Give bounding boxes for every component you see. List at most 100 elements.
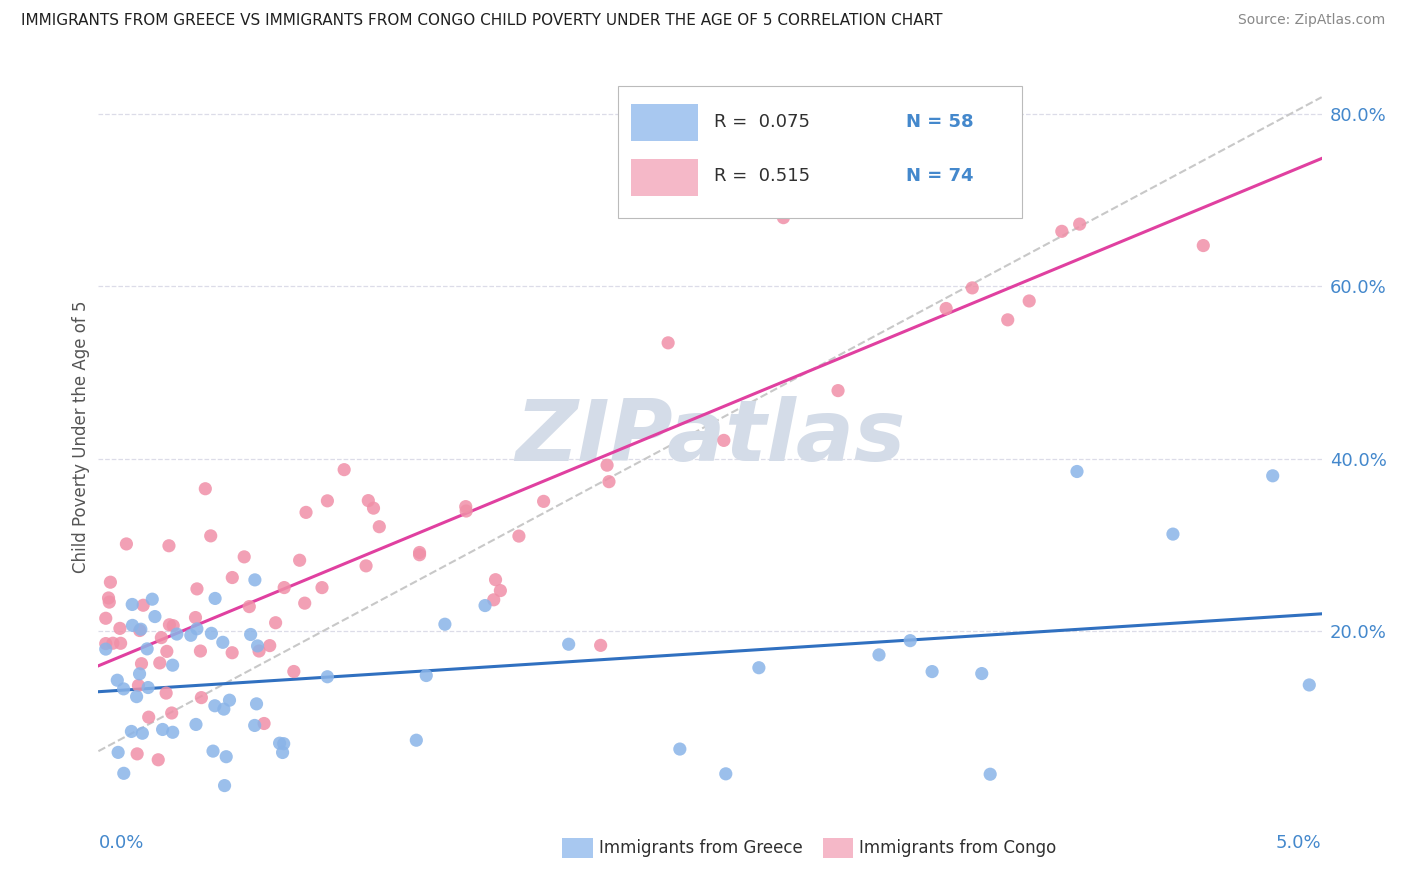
Point <box>186 582 208 596</box>
Point <box>245 697 267 711</box>
Point <box>148 753 170 767</box>
Point <box>294 596 316 610</box>
Point <box>713 434 735 448</box>
Point <box>112 766 135 780</box>
Point <box>149 656 172 670</box>
Point <box>357 493 380 508</box>
Point <box>474 599 496 613</box>
Point <box>748 661 770 675</box>
Point <box>598 475 620 489</box>
Point <box>405 733 427 747</box>
Point <box>273 737 295 751</box>
Point <box>125 690 148 704</box>
Point <box>100 575 122 590</box>
Point <box>131 726 153 740</box>
Point <box>979 767 1001 781</box>
Point <box>150 631 173 645</box>
Point <box>484 573 506 587</box>
Point <box>204 698 226 713</box>
Point <box>508 529 530 543</box>
Point <box>152 723 174 737</box>
Point <box>669 742 692 756</box>
Point <box>714 767 737 781</box>
Point <box>354 558 377 573</box>
FancyBboxPatch shape <box>630 104 697 141</box>
Point <box>772 211 794 225</box>
Point <box>94 642 117 657</box>
Point <box>190 690 212 705</box>
Point <box>970 666 993 681</box>
Point <box>269 736 291 750</box>
Point <box>162 618 184 632</box>
Point <box>489 583 512 598</box>
Point <box>121 618 143 632</box>
Point <box>921 665 943 679</box>
FancyBboxPatch shape <box>619 86 1022 218</box>
Text: N = 74: N = 74 <box>905 167 973 185</box>
Point <box>316 493 339 508</box>
Point <box>202 744 225 758</box>
Point <box>156 644 179 658</box>
Point <box>273 581 295 595</box>
Text: R =  0.515: R = 0.515 <box>714 167 810 185</box>
Point <box>112 681 135 696</box>
Point <box>415 668 437 682</box>
Point <box>456 504 478 518</box>
Text: Immigrants from Congo: Immigrants from Congo <box>859 839 1056 857</box>
Point <box>1161 527 1184 541</box>
Point <box>94 636 117 650</box>
Point <box>97 591 120 605</box>
Point <box>1298 678 1320 692</box>
Point <box>128 624 150 638</box>
Point <box>184 610 207 624</box>
Text: 0.0%: 0.0% <box>98 834 143 852</box>
Point <box>1192 238 1215 252</box>
Point <box>935 301 957 316</box>
Point <box>243 573 266 587</box>
Y-axis label: Child Poverty Under the Age of 5: Child Poverty Under the Age of 5 <box>72 301 90 574</box>
Point <box>221 646 243 660</box>
Point <box>1069 217 1091 231</box>
Point <box>121 598 143 612</box>
Point <box>368 519 391 533</box>
Point <box>127 747 149 761</box>
Point <box>101 636 124 650</box>
Point <box>184 717 207 731</box>
Point <box>1066 465 1088 479</box>
Point <box>155 686 177 700</box>
Point <box>105 673 128 688</box>
Point <box>218 693 240 707</box>
Point <box>211 635 233 649</box>
Point <box>110 636 132 650</box>
Point <box>889 184 911 198</box>
Point <box>243 718 266 732</box>
Point <box>997 313 1019 327</box>
Point <box>157 617 180 632</box>
Point <box>962 281 984 295</box>
Point <box>316 670 339 684</box>
Point <box>295 505 318 519</box>
Point <box>212 702 235 716</box>
Point <box>264 615 287 630</box>
Point <box>180 628 202 642</box>
Point <box>433 617 456 632</box>
Point <box>454 500 477 514</box>
Point <box>131 657 153 671</box>
Point <box>162 725 184 739</box>
Point <box>283 665 305 679</box>
Point <box>136 641 159 656</box>
Point <box>589 638 612 652</box>
Point <box>657 335 679 350</box>
Point <box>127 678 149 692</box>
Point <box>200 529 222 543</box>
Point <box>138 710 160 724</box>
Point <box>246 639 269 653</box>
Point <box>363 501 385 516</box>
Point <box>141 592 163 607</box>
Point <box>160 706 183 720</box>
Point <box>98 595 121 609</box>
Point <box>129 622 152 636</box>
Point <box>136 681 159 695</box>
Point <box>239 627 262 641</box>
Point <box>162 658 184 673</box>
